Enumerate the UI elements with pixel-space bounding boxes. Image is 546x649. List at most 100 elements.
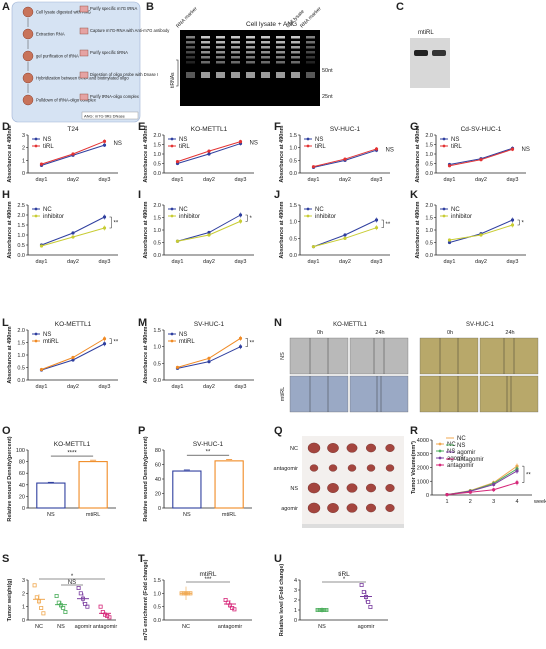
y-tick-label: 1: [22, 158, 25, 164]
y-tick-label: 2.0: [153, 203, 161, 209]
data-point: [343, 236, 347, 240]
y-tick-label: 0: [22, 171, 25, 177]
tumor: [366, 443, 377, 453]
chart-e: 0.0 0.5 1.0 1.5 2.0 Absorbance at 490nm KO-MET…: [143, 125, 258, 183]
tumor: [366, 503, 377, 513]
y-tick-label: 0: [22, 618, 25, 624]
panel-letter-n: N: [274, 317, 282, 329]
tumor: [309, 464, 319, 472]
y-tick-label: 0.5: [153, 605, 161, 611]
significance-label: **: [114, 339, 119, 345]
cell-step-icon: [22, 72, 34, 84]
chart-title: KO-METTL1: [55, 321, 92, 328]
wound-image: [289, 375, 349, 413]
data-point: [83, 602, 88, 607]
legend-entry: NC: [457, 436, 466, 442]
y-axis-label: Relative wound Density(percent): [143, 436, 149, 521]
y-axis-label: Absorbance at 490nm: [7, 201, 13, 258]
y-axis-label: Absorbance at 490nm: [279, 201, 285, 258]
data-point: [207, 152, 211, 156]
data-point: [102, 342, 107, 346]
x-tick-label: day2: [67, 177, 79, 183]
y-tick-label: 0.0: [153, 171, 161, 177]
x-tick-label: day1: [308, 259, 320, 265]
chart-l: 0.0 0.5 1.0 1.5 2.0 Absorbance at 490nm KO-MET…: [7, 321, 119, 390]
y-tick-label: 0.5: [17, 243, 25, 249]
step-text: Purify specific m7G tRNA: [90, 6, 137, 11]
tumor: [385, 444, 395, 452]
y-tick-label: 1.5: [289, 133, 297, 139]
significance-label: *: [250, 216, 253, 222]
tumor-row-label: NS: [290, 486, 298, 492]
data-point: [63, 610, 68, 615]
panel-letter-i: I: [138, 189, 141, 201]
panel-letter-j: J: [274, 189, 280, 201]
legend-entry: tiRL: [451, 144, 462, 150]
significance-label: **: [114, 221, 119, 227]
tube-icon: [79, 5, 89, 13]
y-tick-label: 1000: [417, 479, 429, 485]
x-tick-label: day3: [99, 259, 111, 265]
tumor: [347, 464, 357, 472]
data-point: [207, 233, 211, 237]
significance-label: NS: [68, 580, 76, 586]
y-tick-label: 1: [294, 608, 297, 614]
step-text: Digestion of oligo probe with Dnase I: [90, 72, 158, 77]
x-tick-label: NS: [57, 624, 65, 630]
data-point: [311, 165, 316, 169]
y-axis-label: m7G enrichment (Fold change): [143, 559, 149, 640]
chart-t: 0.0 0.5 1.0 1.5 m7G enrichment (Fold change)…: [143, 559, 252, 640]
data-point: [492, 482, 496, 487]
panel-n-wound-images: KO-METTL1 0h 24h SV-HUC-1 0h 24h NS mtiRL: [280, 322, 539, 413]
data-point: [359, 583, 364, 588]
series-line: [449, 219, 513, 243]
chart-i: 0.0 0.5 1.0 1.5 2.0 Absorbance at 490nm day1 da…: [143, 201, 254, 265]
y-tick-label: 1.5: [425, 143, 433, 149]
legend-entry: agomir: [447, 456, 465, 462]
data-point: [98, 604, 103, 609]
panel-letter-e: E: [138, 121, 145, 133]
y-tick-label: 40: [155, 477, 161, 483]
chart-p: 0 20 40 60 80 Relative wound Density(percent)…: [143, 436, 252, 522]
chart-d: 0 1 2 3 Absorbance at 490nm T24 day1 day2 day3 NS…: [7, 125, 122, 183]
legend-entry: NS: [43, 332, 51, 338]
wound-image: [349, 375, 409, 413]
y-tick-label: 60: [155, 463, 161, 469]
data-point: [238, 336, 243, 340]
tube-icon: [79, 27, 89, 35]
panel-letter-f: F: [274, 121, 281, 133]
y-tick-label: 4000: [417, 438, 429, 444]
y-axis-label: Relative level (Fold change): [279, 564, 285, 637]
cell-step-icon: [22, 28, 34, 40]
tube-icon: [79, 71, 89, 79]
y-tick-label: 40: [19, 483, 25, 489]
panel-c-blot: mtiRL: [410, 30, 450, 88]
panel-a-schematic: Cell lysate digested with ANG Extraction …: [11, 1, 170, 123]
chart-title: KO-METTL1: [54, 441, 91, 448]
y-tick-label: 1.0: [153, 591, 161, 597]
legend-entry: inhibitor: [451, 214, 472, 220]
data-point: [311, 245, 316, 249]
legend-entry: NC: [315, 207, 324, 213]
cell-step-icon: [22, 94, 34, 106]
y-tick-label: 2.0: [17, 328, 25, 334]
y-tick-label: 1.0: [153, 152, 161, 158]
x-tick-label: day3: [235, 259, 247, 265]
chart-f: 0.0 0.5 1.0 1.5 Absorbance at 490nm SV-HUC-1 d…: [279, 125, 394, 183]
y-tick-label: 2.0: [17, 213, 25, 219]
tumor: [327, 443, 339, 453]
chart-title: mtiRL: [200, 571, 217, 578]
data-point: [39, 367, 44, 372]
data-point: [85, 604, 90, 609]
x-tick-label: mtiRL: [222, 512, 236, 518]
tirna-side-label: tiRNAs: [170, 72, 176, 88]
y-tick-label: 0.0: [289, 253, 297, 259]
x-tick-label: 4: [515, 499, 518, 505]
x-tick-label: day2: [339, 177, 351, 183]
legend-entry: mtiRL: [179, 339, 195, 345]
legend-entry: NS: [451, 137, 459, 143]
y-tick-label: 1.0: [153, 345, 161, 351]
y-tick-label: 100: [16, 448, 25, 454]
data-point: [238, 219, 243, 223]
tumor: [385, 504, 395, 512]
